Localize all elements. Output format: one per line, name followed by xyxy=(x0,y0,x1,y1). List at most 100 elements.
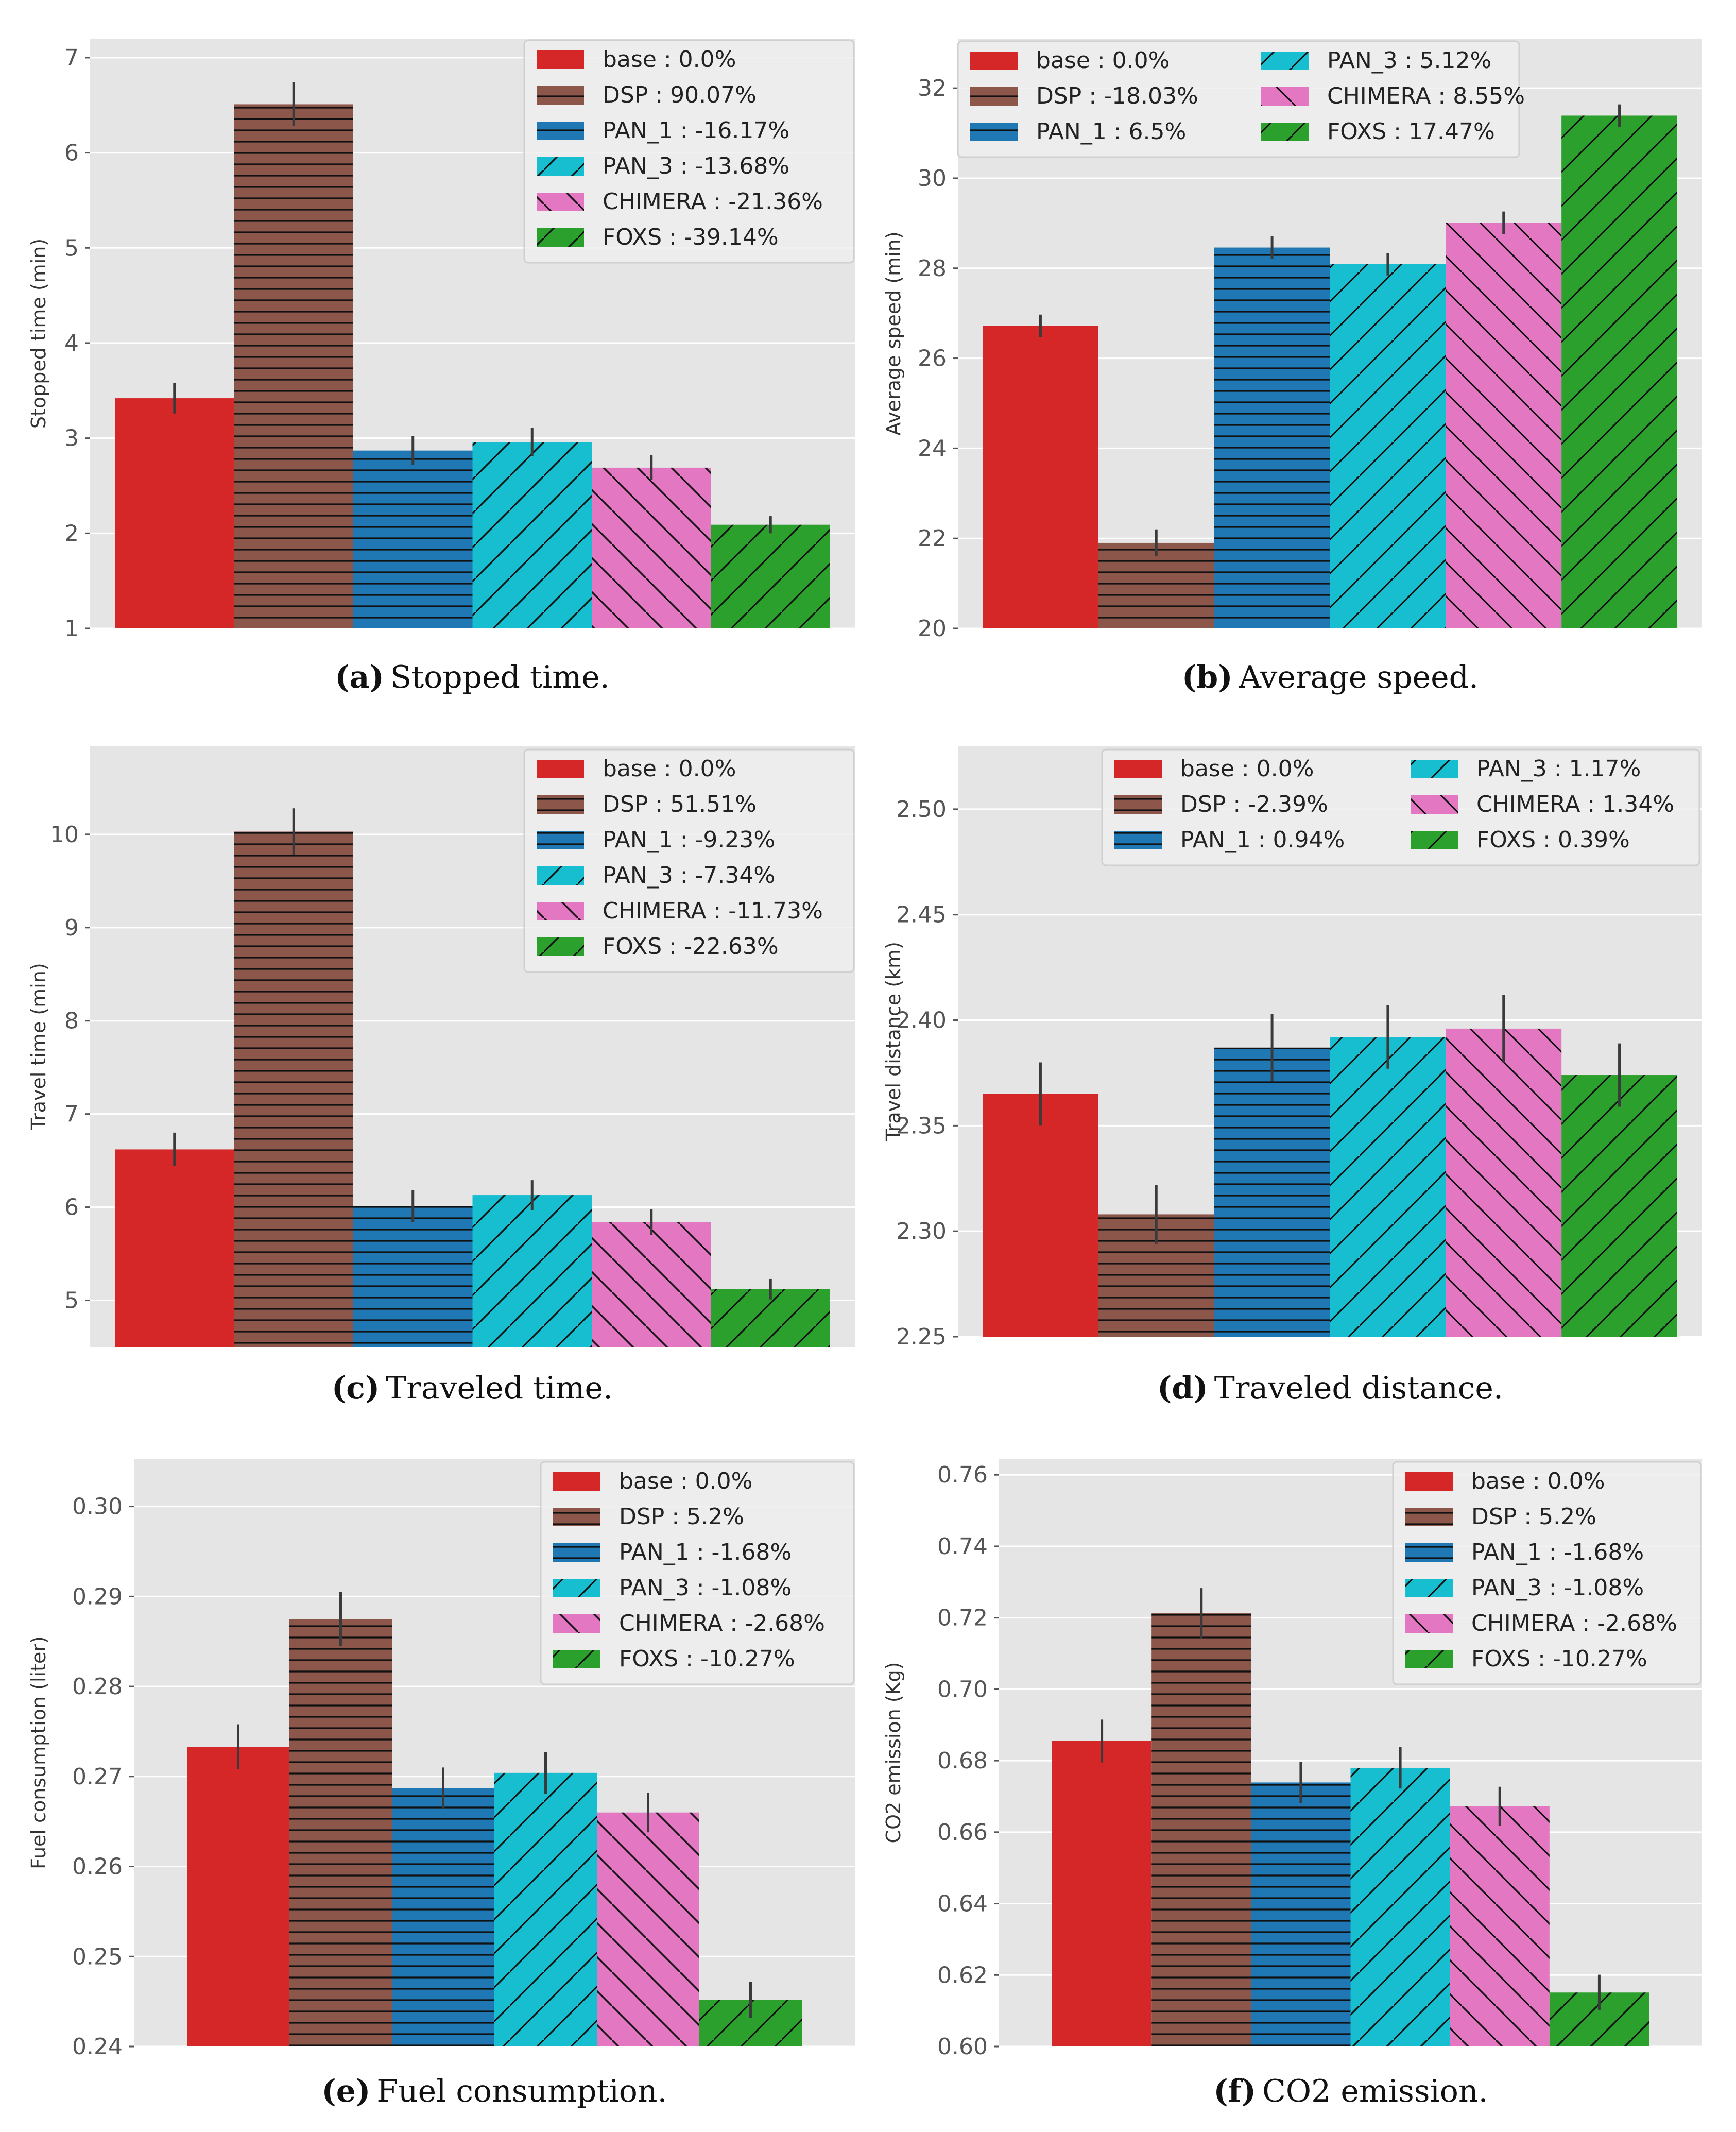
legend-swatch-pan_3 xyxy=(537,866,584,885)
legend-label-dsp: DSP : 5.2% xyxy=(1471,1504,1596,1530)
legend-box xyxy=(540,1461,855,1685)
bar-foxs xyxy=(711,524,830,628)
bar-pan_1 xyxy=(1251,1782,1351,2046)
legend-swatch-base xyxy=(1405,1472,1453,1491)
y-tick-label: 8 xyxy=(64,1008,79,1034)
legend-swatch-pan_1 xyxy=(553,1543,600,1562)
legend-swatch-foxs xyxy=(537,228,584,247)
bar-base xyxy=(115,1149,234,1347)
bar-dsp xyxy=(234,831,353,1347)
y-tick-label: 2.50 xyxy=(896,796,947,823)
legend-label-pan_1: PAN_1 : 6.5% xyxy=(1036,118,1186,145)
y-axis-label: Travel time (min) xyxy=(27,963,50,1130)
y-tick-label: 0.70 xyxy=(937,1676,988,1702)
y-tick-label: 10 xyxy=(50,822,79,848)
y-tick-label: 9 xyxy=(64,915,79,941)
chart-d: 2.25 2.30 2.35 2.40 2.45 2.50 Travel distance … xyxy=(882,746,1702,1406)
legend-swatch-foxs xyxy=(537,937,584,956)
caption-text: Fuel consumption. xyxy=(376,2073,667,2109)
legend-swatch-pan_1 xyxy=(970,123,1018,141)
legend-swatch-chimera xyxy=(553,1614,600,1633)
legend-label-pan_3: PAN_3 : -1.08% xyxy=(619,1575,792,1601)
bar-pan_3 xyxy=(1350,1767,1450,2046)
bar-base xyxy=(983,1094,1098,1337)
bar-base xyxy=(187,1747,289,2046)
caption: (a) Stopped time. xyxy=(335,659,610,695)
bar-pan_1 xyxy=(1214,1047,1330,1337)
legend-box xyxy=(1101,748,1700,866)
legend-swatch-chimera xyxy=(1261,87,1309,106)
legend-swatch-foxs xyxy=(1261,123,1309,141)
legend-swatch-pan_1 xyxy=(1114,831,1162,849)
bar-chimera xyxy=(592,1222,711,1347)
legend-swatch-pan_3 xyxy=(1411,760,1458,778)
y-tick-label: 1 xyxy=(64,616,79,642)
caption-text: Traveled time. xyxy=(386,1370,613,1406)
y-tick-label: 26 xyxy=(918,346,947,372)
legend-label-dsp: DSP : 51.51% xyxy=(603,791,757,817)
legend-swatch-base xyxy=(537,50,584,69)
chart-f: 0.60 0.62 0.64 0.66 0.68 0.70 0.72 0.74 0.76 CO2 … xyxy=(882,1459,1702,2109)
legend-label-chimera: CHIMERA : -2.68% xyxy=(1471,1610,1677,1636)
legend-label-dsp: DSP : -2.39% xyxy=(1180,791,1328,817)
y-axis-label: CO2 emission (Kg) xyxy=(882,1662,905,1844)
legend-box xyxy=(1392,1461,1702,1685)
y-tick-label: 2 xyxy=(64,520,79,547)
legend-label-chimera: CHIMERA : -21.36% xyxy=(603,189,823,215)
bar-pan_1 xyxy=(392,1788,494,2046)
legend-swatch-chimera xyxy=(537,193,584,211)
legend-label-dsp: DSP : 5.2% xyxy=(619,1504,744,1530)
y-tick-label: 2.25 xyxy=(896,1324,947,1350)
legend-swatch-pan_1 xyxy=(537,831,584,849)
bar-chimera xyxy=(1450,1806,1550,2046)
legend-box xyxy=(957,40,1520,158)
caption: (c) Traveled time. xyxy=(332,1370,613,1406)
legend-label-foxs: FOXS : -39.14% xyxy=(603,224,779,250)
bar-dsp xyxy=(1098,542,1214,628)
bar-foxs xyxy=(1561,1075,1677,1337)
legend-label-pan_1: PAN_1 : -9.23% xyxy=(603,827,775,853)
caption: (b) Average speed. xyxy=(1182,659,1479,695)
y-tick-label: 0.76 xyxy=(937,1462,988,1488)
legend-swatch-pan_3 xyxy=(537,157,584,176)
y-tick-label: 2.45 xyxy=(896,902,947,928)
legend-label-pan_1: PAN_1 : -16.17% xyxy=(603,117,789,144)
y-tick-label: 0.24 xyxy=(72,2034,123,2060)
caption-text: CO2 emission. xyxy=(1262,2073,1488,2109)
legend-label-pan_3: PAN_3 : 1.17% xyxy=(1476,756,1641,782)
y-tick-label: 0.30 xyxy=(72,1494,123,1520)
y-tick-label: 3 xyxy=(64,425,79,452)
y-tick-label: 0.29 xyxy=(72,1583,123,1610)
legend-swatch-dsp xyxy=(1114,795,1162,814)
legend-box xyxy=(523,748,855,973)
y-tick-label: 32 xyxy=(918,75,947,101)
y-axis-label: Stopped time (min) xyxy=(27,238,50,429)
y-tick-label: 0.74 xyxy=(937,1533,988,1560)
legend-label-chimera: CHIMERA : 1.34% xyxy=(1476,791,1674,817)
y-tick-label: 0.64 xyxy=(937,1891,988,1917)
legend-swatch-base xyxy=(970,52,1018,70)
caption-letter: (a) xyxy=(335,659,384,695)
legend-label-pan_1: PAN_1 : 0.94% xyxy=(1180,827,1345,853)
y-tick-label: 4 xyxy=(64,330,79,356)
y-axis-label: Travel distance (km) xyxy=(882,942,905,1141)
legend-label-pan_3: PAN_3 : -13.68% xyxy=(603,153,789,179)
y-tick-label: 0.25 xyxy=(72,1943,123,1970)
bar-base xyxy=(115,398,234,628)
y-tick-label: 7 xyxy=(64,45,79,71)
legend-label-base: base : 0.0% xyxy=(619,1468,752,1494)
bar-pan_3 xyxy=(494,1772,597,2046)
legend-label-base: base : 0.0% xyxy=(1471,1468,1605,1494)
legend-swatch-pan_1 xyxy=(1405,1543,1453,1562)
bar-pan_1 xyxy=(353,450,473,628)
legend-label-chimera: CHIMERA : -2.68% xyxy=(619,1610,825,1636)
y-tick-label: 22 xyxy=(918,525,947,552)
chart-a: 1 2 3 4 5 6 7 Stopped time (min) base : 0.0% DSP … xyxy=(27,39,855,695)
y-tick-label: 0.26 xyxy=(72,1854,123,1880)
legend-label-foxs: FOXS : -10.27% xyxy=(1471,1646,1647,1672)
caption-letter: (b) xyxy=(1182,659,1233,695)
caption: (f) CO2 emission. xyxy=(1213,2073,1488,2109)
y-tick-label: 30 xyxy=(918,165,947,192)
y-axis-label: Fuel consumption (liter) xyxy=(27,1636,50,1869)
legend-swatch-base xyxy=(1114,760,1162,778)
